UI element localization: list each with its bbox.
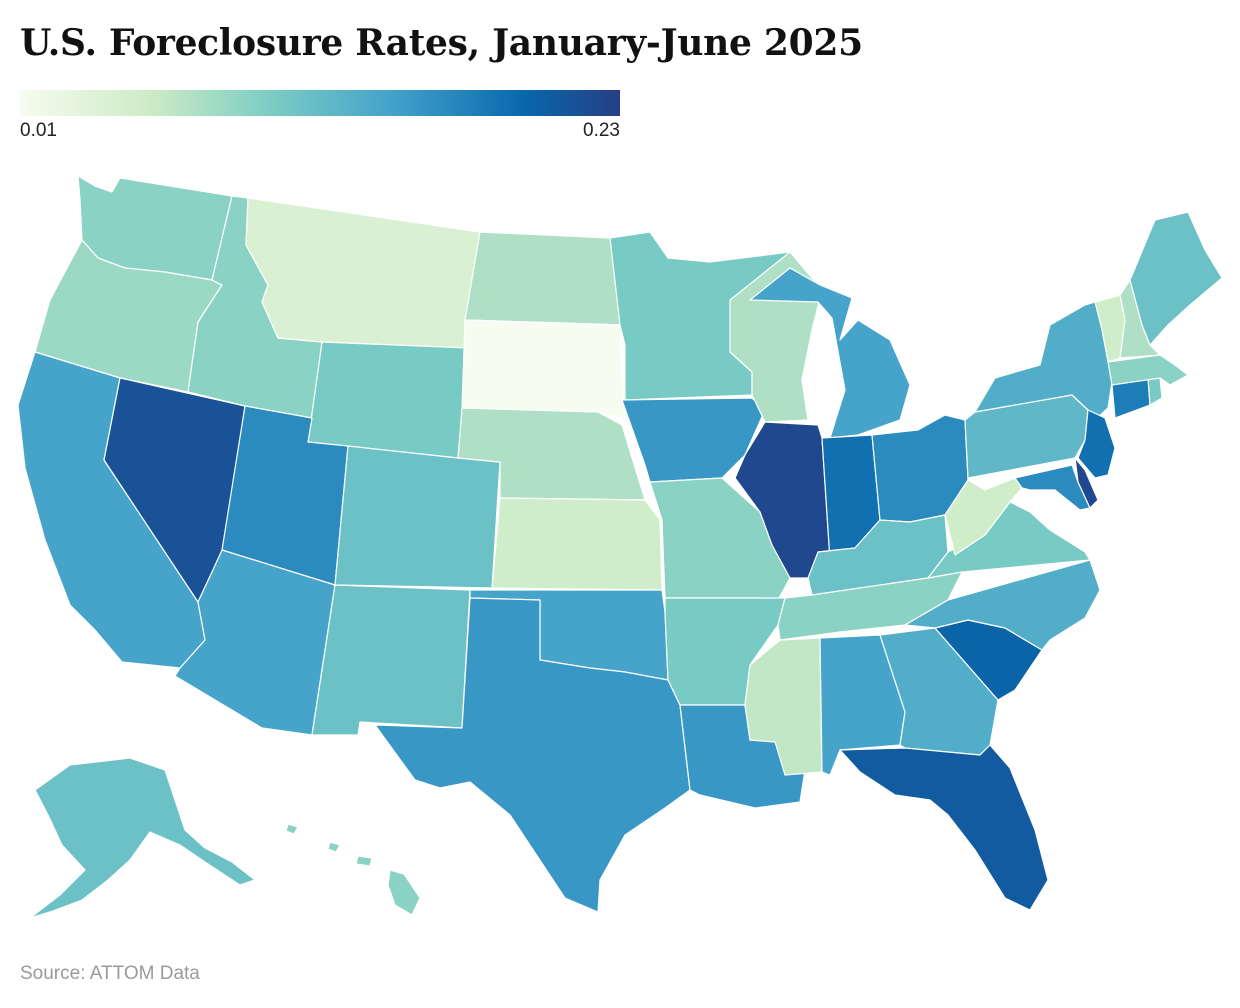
state-kansas[interactable]: Kansas (491, 497, 663, 591)
map-title: U.S. Foreclosure Rates, January-June 202… (20, 22, 863, 64)
legend-min-label: 0.01 (20, 120, 57, 141)
state-delaware[interactable]: Delaware (1074, 457, 1099, 509)
legend-max-label: 0.23 (583, 120, 620, 141)
state-texas[interactable]: Texas (374, 597, 691, 913)
state-rhode-island[interactable]: Rhode Island (1147, 377, 1163, 406)
us-state-map: Washington Oregon California Nevada Idah… (17, 175, 1223, 919)
state-alaska[interactable]: Alaska (29, 757, 256, 919)
source-note: Source: ATTOM Data (20, 963, 200, 984)
state-north-carolina[interactable]: North Carolina (904, 559, 1101, 651)
state-new-jersey[interactable]: New Jersey (1077, 409, 1116, 479)
state-north-dakota[interactable]: North Dakota (464, 231, 623, 326)
legend-gradient-bar (20, 90, 620, 116)
state-wyoming[interactable]: Wyoming (307, 341, 469, 459)
state-hawaii[interactable]: Hawaii (285, 823, 421, 916)
state-montana[interactable]: Montana (245, 197, 481, 349)
state-maryland[interactable]: Maryland (1014, 464, 1091, 511)
state-michigan[interactable]: Michigan (749, 267, 911, 439)
state-florida[interactable]: Florida (839, 744, 1049, 911)
state-colorado[interactable]: Colorado (334, 445, 501, 589)
legend-labels: 0.01 0.23 (20, 120, 620, 144)
state-missouri[interactable]: Missouri (649, 477, 791, 601)
state-maine[interactable]: Maine (1129, 211, 1223, 346)
state-south-dakota[interactable]: South Dakota (461, 319, 626, 419)
state-new-mexico[interactable]: New Mexico (311, 584, 471, 736)
color-legend: 0.01 0.23 (20, 90, 620, 144)
state-illinois[interactable]: Illinois (734, 421, 831, 579)
state-massachusetts[interactable]: Massachusetts (1107, 354, 1189, 386)
